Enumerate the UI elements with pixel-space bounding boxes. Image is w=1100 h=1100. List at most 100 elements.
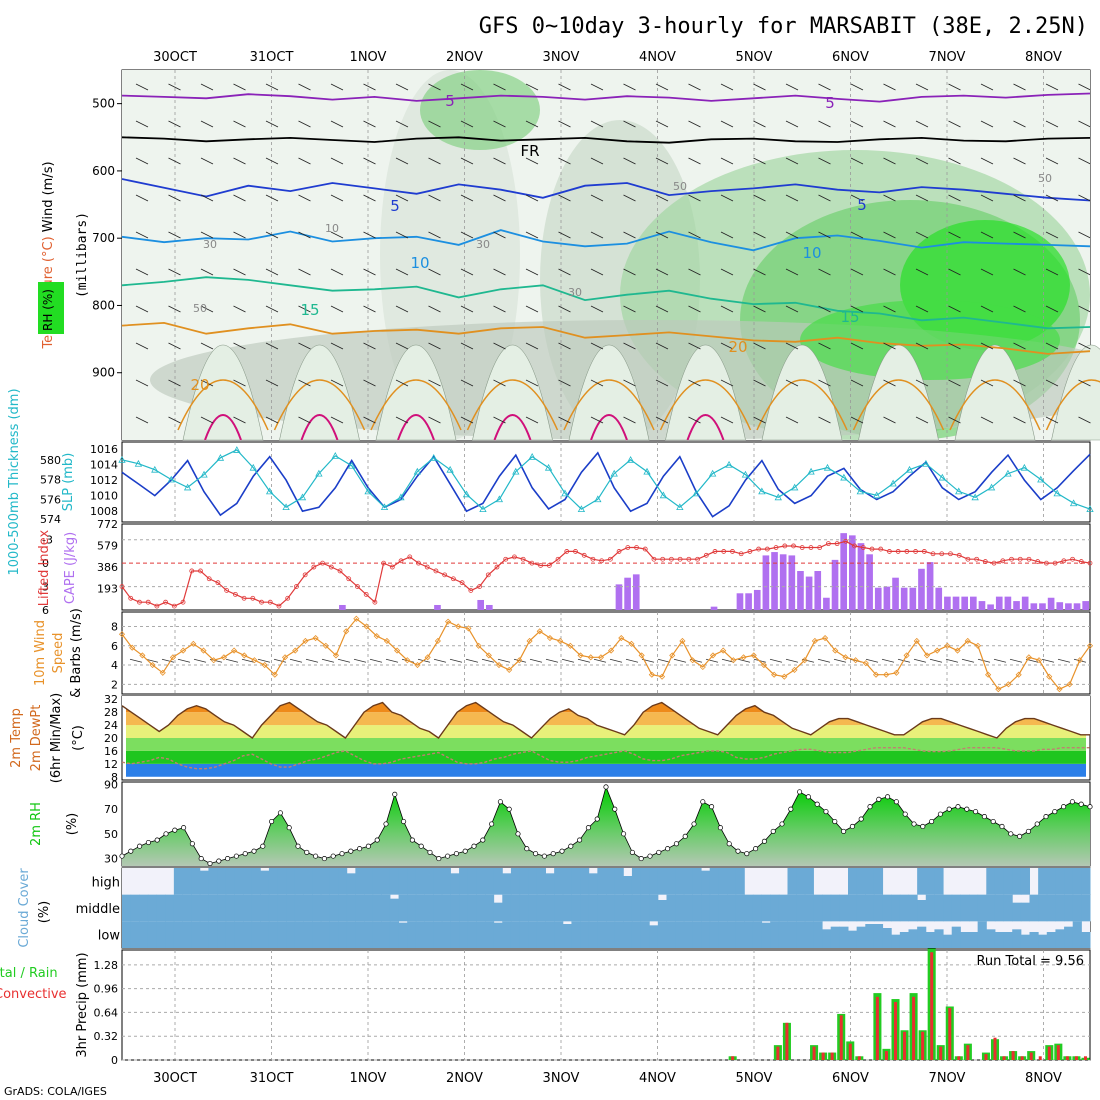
wind10-barb [1041, 658, 1055, 663]
wind-barb [655, 342, 669, 350]
wind10-point [883, 671, 890, 678]
cloud-bar-low [675, 921, 685, 948]
lifted-index-point [459, 580, 465, 586]
thickness-point [544, 463, 553, 471]
wind10-point [394, 647, 401, 654]
wind10-point [781, 673, 788, 680]
wind-barb [200, 379, 214, 387]
wind-barb [655, 379, 669, 387]
cloud-bar-high [467, 868, 477, 895]
wind10-point [404, 657, 411, 664]
cloud-bar-middle [173, 894, 183, 922]
cloud-bar-middle [865, 894, 875, 922]
wind-barb [525, 231, 539, 239]
rh-unit-text: (%) [65, 813, 80, 836]
cape-bar [1004, 596, 1012, 610]
y-tick-label: 600 [92, 164, 115, 178]
wind10-point [1066, 681, 1073, 688]
wind10-point [913, 637, 920, 645]
cloud-track-label: middle [76, 902, 120, 917]
cape-bar [779, 554, 787, 610]
wind-barb [850, 416, 864, 424]
date-label-top: 30OCT [153, 50, 197, 65]
wind-barb [688, 379, 701, 387]
cape-bar [1082, 601, 1089, 610]
wind-barb [1078, 83, 1091, 91]
wind10-point [709, 652, 717, 659]
cloud-bar-low [389, 921, 400, 948]
wind10-barb [465, 658, 479, 663]
cloud-bar-low [147, 921, 158, 948]
cloud-bar-high [934, 868, 944, 895]
cloud-bar-low [562, 924, 572, 948]
rh-point [1061, 804, 1067, 810]
thickness-point [167, 475, 175, 483]
wind-barb [850, 268, 864, 276]
wind-barb [818, 194, 831, 202]
temp-title-a: 2m Temp [9, 708, 24, 768]
cloud-bar-high [286, 868, 296, 895]
wind-barb [818, 379, 831, 387]
lifted-index-point [948, 551, 953, 557]
wind-barb [233, 194, 246, 202]
wind-barb [915, 416, 929, 424]
diurnal-arch [954, 345, 1036, 441]
wind-barb [493, 416, 506, 424]
cloud-bar-low [977, 921, 987, 948]
rh-point [313, 853, 319, 859]
cloud-bar-low [1038, 934, 1048, 948]
thickness-point [791, 483, 799, 491]
rh-point [1034, 821, 1040, 827]
temp-title-c-text: (6hr Min/Max) [49, 693, 64, 783]
cloud-bar-low [925, 932, 935, 948]
contour-label: 30 [568, 286, 582, 299]
cloud-bar-middle [485, 894, 495, 922]
rh-point [832, 818, 838, 825]
thickness-point [561, 489, 569, 497]
rh-point [999, 823, 1005, 830]
rh-point [673, 841, 679, 847]
wind10-point [811, 637, 818, 645]
wind10-point [129, 644, 136, 651]
wind-barb [428, 231, 441, 239]
cloud-bar-high [433, 868, 443, 895]
precip-legend: Total / Rain Convective [0, 966, 67, 1002]
cloud-bar-high [191, 868, 201, 895]
cloud-bar-middle [217, 894, 227, 922]
date-label-top: 6NOV [832, 50, 869, 65]
thickness-point [692, 489, 700, 497]
wind10-point [210, 657, 217, 664]
cloud-bar-high [727, 868, 737, 895]
wind-barb [980, 83, 994, 91]
cloud-bar-middle [701, 894, 711, 922]
isotherm-arc [466, 379, 559, 431]
cloud-bar-low [139, 921, 149, 948]
thickness-point [774, 493, 782, 501]
wind-barb [883, 157, 896, 165]
lifted-index-line [121, 540, 1091, 607]
cape-bar [1030, 603, 1038, 610]
wind-barb [1013, 379, 1026, 387]
diurnal-arch [1051, 345, 1100, 441]
cloud-bar-middle [614, 894, 624, 922]
cloud-bar-low [1081, 932, 1091, 948]
cloud-bar-low [199, 921, 209, 948]
wind-barb [200, 231, 214, 239]
lifted-index-point [703, 552, 709, 558]
date-label-bottom: 8NOV [1025, 1071, 1062, 1086]
lifted-index-point [1070, 556, 1075, 562]
cloud-bar-middle [554, 894, 564, 922]
rh-point [753, 846, 759, 852]
wind-barb [493, 379, 506, 387]
wind10-barb [225, 658, 239, 663]
cloud-bar-low [934, 929, 944, 948]
cloud-bar-high [329, 868, 339, 895]
rh-point [401, 818, 407, 825]
rh-point [445, 853, 451, 859]
wind-barb [590, 83, 604, 91]
thickness-point [577, 505, 586, 513]
lifted-index-point [669, 556, 674, 562]
wind-barb [915, 83, 929, 91]
wind10-barb [1057, 658, 1071, 663]
cloud-bar-middle [234, 894, 244, 922]
